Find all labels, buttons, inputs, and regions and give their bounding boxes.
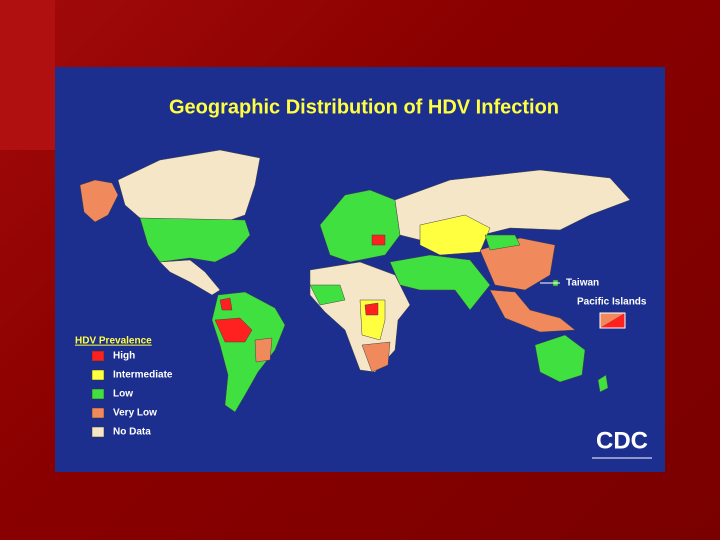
region [309, 284, 346, 306]
swatch-border [599, 312, 626, 329]
legend-label: High [113, 351, 135, 362]
legend-label: Very Low [113, 408, 157, 419]
region [597, 374, 609, 393]
legend-swatch [91, 388, 105, 400]
swatch [600, 313, 625, 328]
region [214, 317, 253, 343]
region [159, 259, 221, 296]
region [419, 214, 491, 256]
legend-label: Intermediate [113, 370, 173, 381]
region [371, 234, 386, 246]
region [79, 179, 119, 223]
legend-swatch [91, 426, 105, 438]
legend-swatch [91, 407, 105, 419]
annotation: Taiwan [566, 278, 599, 289]
region [254, 337, 273, 363]
annotation: Pacific Islands [577, 297, 647, 308]
slide-accent [0, 0, 55, 150]
legend-swatch [91, 369, 105, 381]
region [489, 289, 576, 333]
region [534, 334, 586, 383]
legend: High Intermediate Low Very Low No Data [91, 350, 173, 438]
region [139, 217, 251, 263]
region [364, 302, 379, 316]
region [484, 234, 521, 251]
legend-label: No Data [113, 427, 151, 438]
logo: CDC [596, 427, 648, 454]
region [219, 297, 233, 311]
map-title: Geographic Distribution of HDV Infection [169, 96, 559, 118]
region [389, 254, 491, 311]
legend-title: HDV Prevalence [75, 336, 152, 347]
region [479, 237, 556, 291]
region [117, 149, 261, 223]
region [361, 341, 391, 373]
legend-swatch [91, 350, 105, 362]
world-map [79, 149, 631, 413]
legend-label: Low [113, 389, 133, 400]
